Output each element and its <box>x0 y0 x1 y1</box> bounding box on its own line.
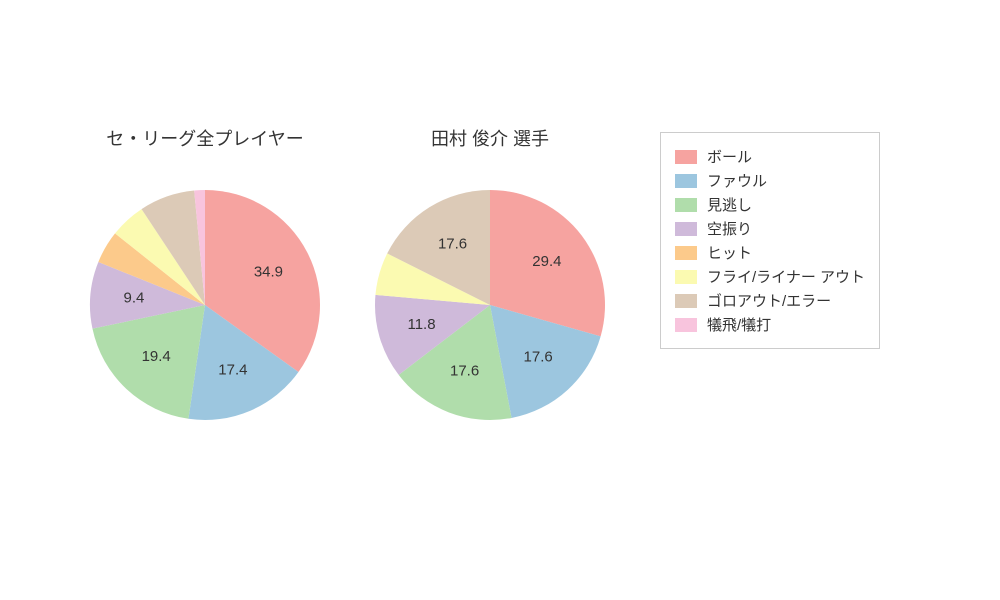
pie-label-look: 19.4 <box>142 348 171 365</box>
legend-label: ファウル <box>707 170 767 191</box>
legend-item-sacrifice: 犠飛/犠打 <box>675 314 865 335</box>
legend-item-ball: ボール <box>675 146 865 167</box>
legend: ボールファウル見逃し空振りヒットフライ/ライナー アウトゴロアウト/エラー犠飛/… <box>660 132 880 349</box>
legend-swatch <box>675 222 697 236</box>
legend-label: ゴロアウト/エラー <box>707 290 831 311</box>
legend-swatch <box>675 318 697 332</box>
legend-swatch <box>675 174 697 188</box>
legend-item-hit: ヒット <box>675 242 865 263</box>
legend-label: 犠飛/犠打 <box>707 314 771 335</box>
legend-swatch <box>675 294 697 308</box>
legend-label: フライ/ライナー アウト <box>707 266 865 287</box>
legend-item-swing: 空振り <box>675 218 865 239</box>
pie-label-swing: 11.8 <box>407 316 435 333</box>
legend-label: ヒット <box>707 242 752 263</box>
legend-swatch <box>675 150 697 164</box>
legend-swatch <box>675 270 697 284</box>
legend-label: 見逃し <box>707 194 752 215</box>
legend-item-look: 見逃し <box>675 194 865 215</box>
pie-label-look: 17.6 <box>450 363 479 380</box>
pie-label-groundout: 17.6 <box>438 235 467 252</box>
pie-label-foul: 17.6 <box>524 349 553 366</box>
pie-label-swing: 9.4 <box>124 290 145 307</box>
pie-label-foul: 17.4 <box>218 362 247 379</box>
chart-container: { "background_color": "#ffffff", "label_… <box>0 0 1000 600</box>
legend-label: 空振り <box>707 218 752 239</box>
legend-label: ボール <box>707 146 752 167</box>
legend-swatch <box>675 198 697 212</box>
pie-label-ball: 34.9 <box>254 263 283 280</box>
legend-swatch <box>675 246 697 260</box>
legend-item-foul: ファウル <box>675 170 865 191</box>
legend-item-flyliner: フライ/ライナー アウト <box>675 266 865 287</box>
legend-item-groundout: ゴロアウト/エラー <box>675 290 865 311</box>
pie-label-ball: 29.4 <box>532 253 561 270</box>
